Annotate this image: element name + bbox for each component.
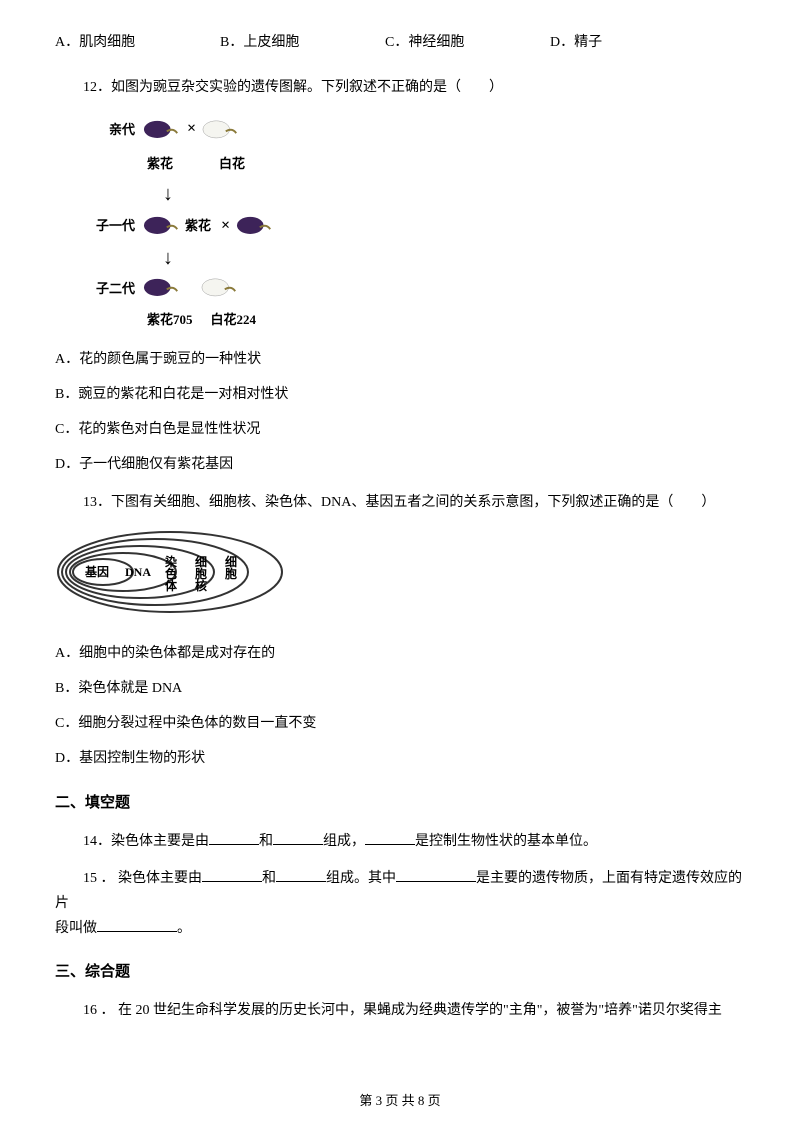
- q12-option-d: D．子一代细胞仅有紫花基因: [55, 452, 745, 477]
- q13-option-b: B．染色体就是 DNA: [55, 676, 745, 701]
- purple-flower-icon: [143, 214, 181, 238]
- q12-option-c: C．花的紫色对白色是显性性状况: [55, 417, 745, 442]
- q11-option-b: B．上皮细胞: [220, 30, 385, 55]
- q12-text: 12．如图为豌豆杂交实验的遗传图解。下列叙述不正确的是（ ）: [55, 75, 745, 100]
- purple-label: 紫花: [147, 152, 173, 175]
- white-count-label: 白花224: [211, 308, 257, 331]
- q11-options: A．肌肉细胞 B．上皮细胞 C．神经细胞 D．精子: [55, 30, 745, 55]
- q15-line2-prefix: 段叫做: [55, 921, 97, 936]
- gen-parent-label: 亲代: [85, 118, 135, 141]
- q14-blank3: [365, 829, 415, 845]
- page-footer: 第 3 页 共 8 页: [0, 1089, 800, 1112]
- q11-option-a: A．肌肉细胞: [55, 30, 220, 55]
- section3-header: 三、综合题: [55, 959, 745, 986]
- q11-option-c: C．神经细胞: [385, 30, 550, 55]
- arrow-down-icon: ↓: [163, 248, 315, 268]
- q12-option-a: A．花的颜色属于豌豆的一种性状: [55, 347, 745, 372]
- svg-text:胞: 胞: [225, 566, 237, 581]
- dna-text: DNA: [125, 565, 151, 579]
- purple-flower-icon: [143, 276, 181, 300]
- q12-option-b: B．豌豆的紫花和白花是一对相对性状: [55, 382, 745, 407]
- white-flower-icon: [202, 118, 240, 142]
- white-label: 白花: [219, 152, 245, 175]
- svg-text:体: 体: [165, 578, 178, 593]
- purple-flower-icon: [236, 214, 274, 238]
- q14-suffix: 是控制生物性状的基本单位。: [415, 834, 597, 849]
- purple-label: 紫花: [185, 214, 211, 237]
- arrow-down-icon: ↓: [163, 184, 315, 204]
- gene-text: 基因: [84, 564, 109, 579]
- q15-blank1: [202, 866, 262, 882]
- q11-option-d: D．精子: [550, 30, 715, 55]
- svg-text:核: 核: [195, 578, 207, 593]
- q16-text: 16 ． 在 20 世纪生命科学发展的历史长河中，果蝇成为经典遗传学的"主角"，…: [55, 998, 745, 1023]
- gen-f1-label: 子一代: [85, 214, 135, 237]
- q13-option-c: C．细胞分裂过程中染色体的数目一直不变: [55, 711, 745, 736]
- section2-header: 二、填空题: [55, 790, 745, 817]
- q12-diagram: 亲代 × 紫花 白花 ↓ 子一代 紫花 × ↓: [85, 115, 745, 331]
- q14-blank1: [209, 829, 259, 845]
- q13-option-d: D．基因控制生物的形状: [55, 746, 745, 771]
- q15-line2: 段叫做 。: [55, 916, 745, 941]
- q13-diagram: 基因 DNA 染 色 体 细 胞 核 细 胞: [55, 527, 745, 626]
- q14-prefix: 14．染色体主要是由: [83, 834, 209, 849]
- q14-mid1: 和: [259, 834, 273, 849]
- q13-option-a: A．细胞中的染色体都是成对存在的: [55, 641, 745, 666]
- q15-line1: 15 ． 染色体主要由和组成。其中是主要的遗传物质，上面有特定遗传效应的片: [55, 866, 745, 916]
- q15-blank4: [97, 916, 177, 932]
- cross-symbol: ×: [187, 115, 196, 144]
- q15-blank3: [396, 866, 476, 882]
- gen-f2-label: 子二代: [85, 277, 135, 300]
- q15-line2-suffix: 。: [177, 921, 191, 936]
- white-flower-icon: [201, 276, 239, 300]
- cross-symbol: ×: [221, 212, 230, 241]
- purple-flower-icon: [143, 118, 181, 142]
- purple-count-label: 紫花705: [147, 308, 193, 331]
- q15-mid2: 组成。其中: [326, 871, 396, 886]
- q14-mid2: 组成，: [323, 834, 365, 849]
- q15-mid1: 和: [262, 871, 276, 886]
- q14-blank2: [273, 829, 323, 845]
- q14: 14．染色体主要是由 和 组成， 是控制生物性状的基本单位。: [55, 829, 745, 854]
- q15-blank2: [276, 866, 326, 882]
- q13-text: 13．下图有关细胞、细胞核、染色体、DNA、基因五者之间的关系示意图，下列叙述正…: [55, 490, 745, 515]
- q15-prefix: 15 ． 染色体主要由: [83, 871, 202, 886]
